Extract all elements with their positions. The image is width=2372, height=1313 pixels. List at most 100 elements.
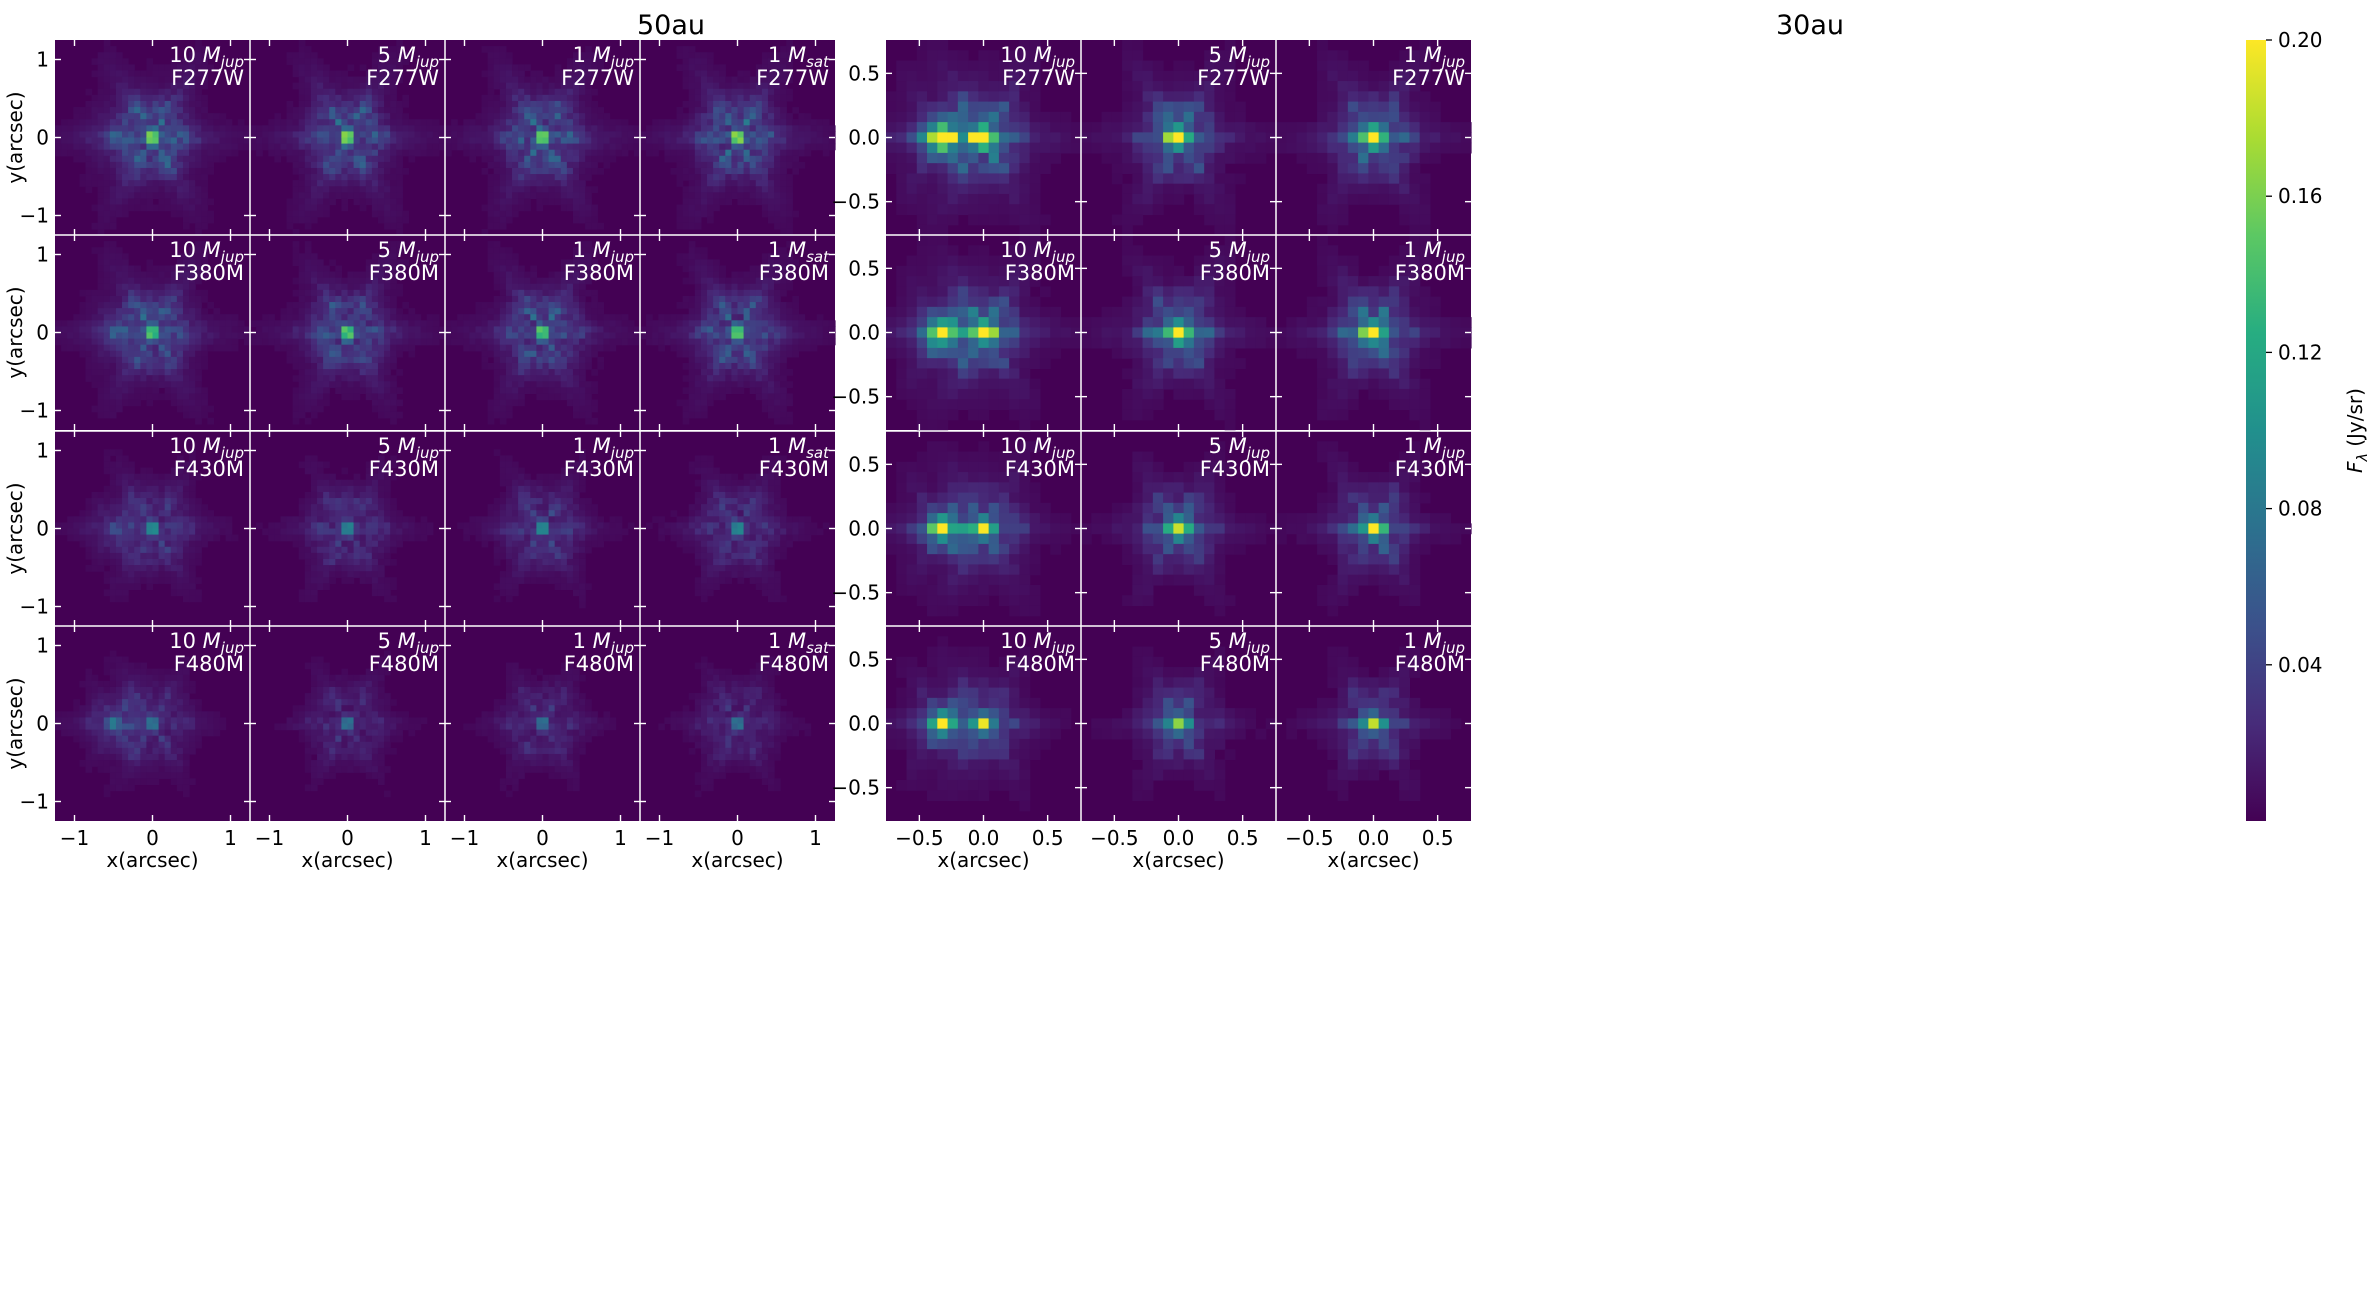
- heatmap-cell: [390, 417, 397, 425]
- heatmap-cell: [390, 143, 397, 151]
- heatmap-cell: [700, 271, 708, 279]
- heatmap-cell: [298, 216, 306, 224]
- heatmap-cell: [67, 516, 74, 523]
- heatmap-cell: [457, 326, 464, 334]
- heatmap-cell: [688, 113, 696, 120]
- heatmap-cell: [755, 107, 763, 114]
- heatmap-cell: [67, 522, 74, 530]
- heatmap-cell: [67, 119, 74, 126]
- heatmap-cell: [591, 149, 598, 157]
- heatmap-cell: [79, 149, 87, 157]
- heatmap-cell: [109, 332, 117, 340]
- heatmap-cell: [176, 393, 184, 401]
- heatmap-cell: [359, 180, 367, 187]
- heatmap-cell: [749, 76, 757, 84]
- heatmap-cell: [213, 149, 221, 157]
- heatmap-cell: [390, 411, 397, 419]
- heatmap-cell: [146, 58, 154, 65]
- heatmap-cell: [91, 314, 99, 321]
- heatmap-cell: [512, 265, 519, 273]
- heatmap-cell: [158, 528, 166, 536]
- heatmap-cell: [566, 161, 574, 169]
- heatmap-cell: [377, 149, 385, 157]
- heatmap-cell: [774, 167, 781, 175]
- heatmap-cell: [481, 302, 489, 309]
- heatmap-cell: [463, 137, 470, 145]
- heatmap-cell: [109, 216, 117, 224]
- heatmap-cell: [591, 64, 598, 72]
- heatmap-cell: [579, 192, 586, 200]
- heatmap-cell: [335, 76, 342, 84]
- heatmap-cell: [682, 332, 690, 340]
- heatmap-cell: [579, 314, 586, 321]
- heatmap-cell: [804, 119, 812, 126]
- heatmap-cell: [317, 387, 324, 395]
- heatmap-cell: [103, 241, 111, 248]
- heatmap-cell: [499, 119, 507, 126]
- heatmap-cell: [542, 302, 550, 309]
- heatmap-cell: [774, 58, 781, 65]
- heatmap-cell: [146, 174, 154, 181]
- heatmap-cell: [487, 320, 495, 327]
- heatmap-cell: [518, 143, 525, 151]
- heatmap-cell: [310, 94, 318, 102]
- heatmap-cell: [353, 277, 361, 285]
- heatmap-cell: [176, 186, 184, 193]
- heatmap-cell: [329, 131, 336, 139]
- heatmap-cell: [359, 161, 367, 169]
- heatmap-cell: [384, 198, 391, 206]
- heatmap-cell: [158, 289, 166, 297]
- heatmap-cell: [737, 283, 745, 291]
- heatmap-cell: [518, 381, 525, 388]
- heatmap-cell: [195, 143, 202, 151]
- heatmap-cell: [499, 216, 507, 224]
- heatmap-cell: [518, 271, 525, 279]
- heatmap-cell: [310, 473, 318, 481]
- heatmap-cell: [304, 180, 312, 187]
- heatmap-cell: [700, 344, 708, 352]
- heatmap-cell: [536, 338, 544, 346]
- heatmap-cell: [731, 180, 739, 187]
- heatmap-cell: [317, 125, 324, 132]
- heatmap-cell: [341, 308, 349, 315]
- heatmap-cell: [761, 100, 769, 108]
- heatmap-cell: [109, 516, 117, 523]
- heatmap-cell: [140, 82, 147, 90]
- heatmap-cell: [158, 338, 166, 346]
- heatmap-cell: [323, 375, 330, 382]
- heatmap-cell: [115, 320, 123, 327]
- heatmap-cell: [201, 265, 208, 273]
- heatmap-cell: [688, 259, 696, 267]
- heatmap-cell: [122, 100, 129, 108]
- heatmap-cell: [585, 356, 592, 364]
- heatmap-cell: [317, 271, 324, 279]
- heatmap-cell: [353, 350, 361, 358]
- heatmap-cell: [725, 180, 732, 187]
- heatmap-cell: [146, 161, 154, 169]
- heatmap-cell: [109, 210, 117, 218]
- heatmap-cell: [767, 265, 775, 273]
- heatmap-cell: [304, 510, 312, 517]
- heatmap-cell: [396, 52, 403, 59]
- heatmap-cell: [767, 186, 775, 193]
- heatmap-cell: [694, 88, 702, 96]
- heatmap-cell: [231, 332, 239, 340]
- heatmap-cell: [79, 174, 87, 181]
- heatmap-cell: [725, 326, 732, 334]
- heatmap-cell: [585, 119, 592, 126]
- heatmap-cell: [761, 369, 769, 376]
- heatmap-cell: [195, 40, 202, 47]
- heatmap-cell: [170, 174, 178, 181]
- heatmap-cell: [225, 320, 233, 327]
- heatmap-cell: [524, 302, 531, 309]
- heatmap-cell: [359, 320, 367, 327]
- heatmap-cell: [146, 192, 154, 200]
- heatmap-cell: [207, 52, 215, 59]
- heatmap-cell: [426, 143, 434, 151]
- heatmap-cell: [597, 326, 605, 334]
- heatmap-cell: [512, 107, 519, 114]
- heatmap-cell: [61, 119, 68, 126]
- heatmap-cell: [274, 326, 282, 334]
- heatmap-cell: [804, 125, 812, 132]
- heatmap-cell: [725, 332, 732, 340]
